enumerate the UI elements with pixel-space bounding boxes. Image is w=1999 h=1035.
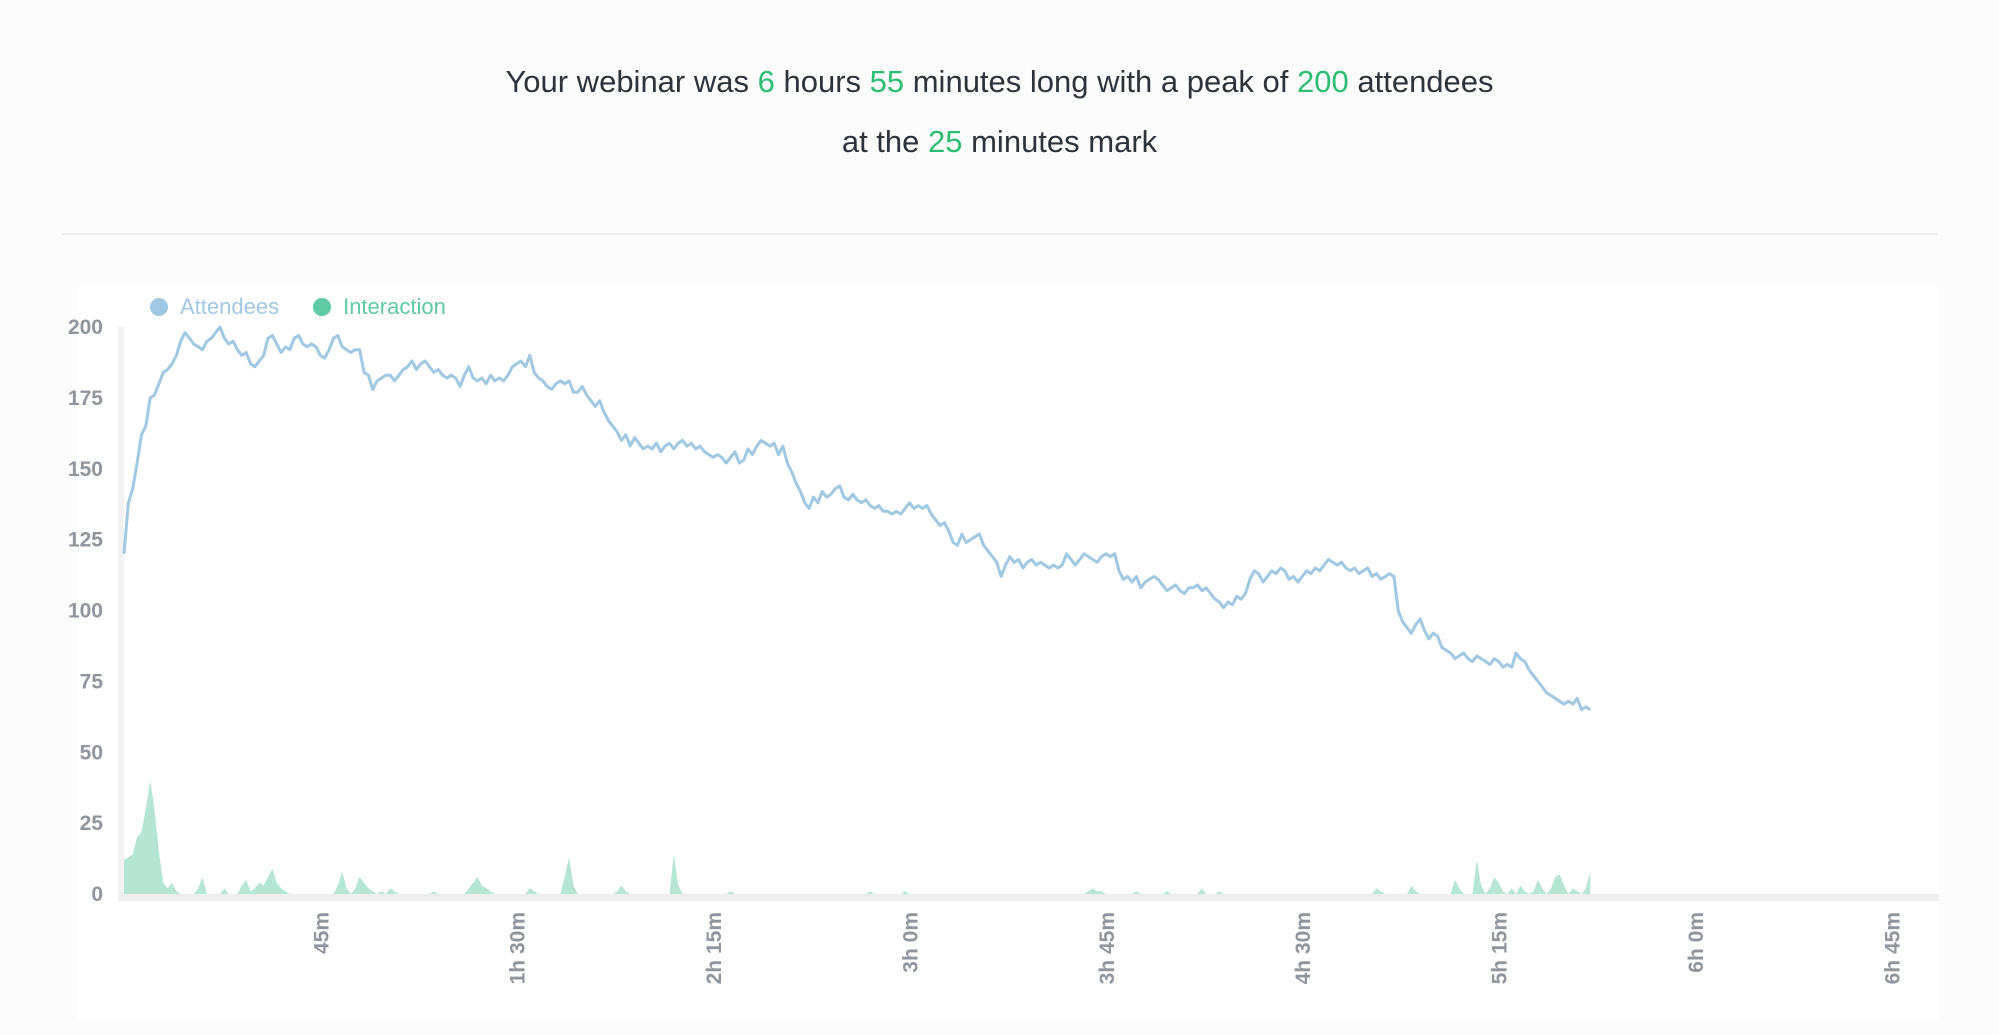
- y-tick-label: 75: [80, 670, 104, 693]
- duration-minutes-value: 55: [869, 64, 905, 99]
- y-axis-line: [118, 327, 124, 894]
- y-tick-label: 100: [68, 600, 103, 623]
- y-tick-label: 200: [68, 316, 103, 339]
- y-axis: 0 25 50 75 100 125 150 175 200: [68, 316, 124, 906]
- x-tick-label: 6h 45m: [1881, 912, 1904, 984]
- peak-attendees-value: 200: [1297, 64, 1349, 99]
- peak-mark-value: 25: [928, 124, 963, 159]
- x-tick-label: 4h 30m: [1292, 912, 1315, 984]
- summary-text: Your webinar was: [505, 64, 758, 99]
- summary-text: at the: [841, 124, 929, 159]
- x-tick-label: 2h 15m: [703, 912, 726, 984]
- x-tick-label: 5h 15m: [1489, 912, 1512, 984]
- x-axis-line: [118, 894, 1939, 901]
- legend-label-interaction: Interaction: [343, 294, 446, 319]
- x-tick-label: 1h 30m: [507, 912, 530, 984]
- y-tick-label: 0: [91, 883, 103, 906]
- series-layer: [122, 325, 1592, 894]
- section-divider: [62, 233, 1937, 235]
- webinar-summary: Your webinar was 6 hours 55 minutes long…: [0, 52, 1999, 172]
- attendees-line: [122, 325, 1592, 712]
- legend-label-attendees: Attendees: [180, 294, 280, 319]
- x-tick-label: 6h 0m: [1685, 912, 1708, 973]
- legend-item-interaction[interactable]: Interaction: [313, 294, 446, 320]
- summary-text: minutes mark: [962, 124, 1158, 159]
- y-tick-label: 150: [68, 458, 103, 481]
- duration-hours-value: 6: [757, 64, 775, 99]
- x-tick-label: 3h 45m: [1096, 912, 1119, 984]
- x-axis: 45m 1h 30m 2h 15m 3h 0m 3h 45m 4h 30m 5h 15m 6h…: [118, 894, 1939, 984]
- x-tick-label: 45m: [310, 912, 333, 954]
- summary-text: hours: [774, 64, 870, 99]
- summary-line-2: at the 25 minutes mark: [0, 112, 1999, 172]
- attendees-dot-icon: [150, 298, 168, 316]
- summary-text: minutes long with a peak of: [904, 64, 1298, 99]
- y-tick-label: 175: [68, 387, 103, 410]
- y-tick-label: 25: [80, 812, 104, 835]
- y-tick-label: 125: [68, 529, 103, 552]
- chart-legend: Attendees Interaction: [150, 291, 480, 323]
- summary-text: attendees: [1348, 64, 1494, 99]
- y-tick-label: 50: [80, 741, 103, 764]
- legend-item-attendees[interactable]: Attendees: [150, 294, 279, 320]
- interaction-area: [124, 780, 1591, 894]
- interaction-dot-icon: [313, 298, 332, 316]
- x-tick-label: 3h 0m: [899, 912, 922, 973]
- summary-line-1: Your webinar was 6 hours 55 minutes long…: [0, 52, 1999, 112]
